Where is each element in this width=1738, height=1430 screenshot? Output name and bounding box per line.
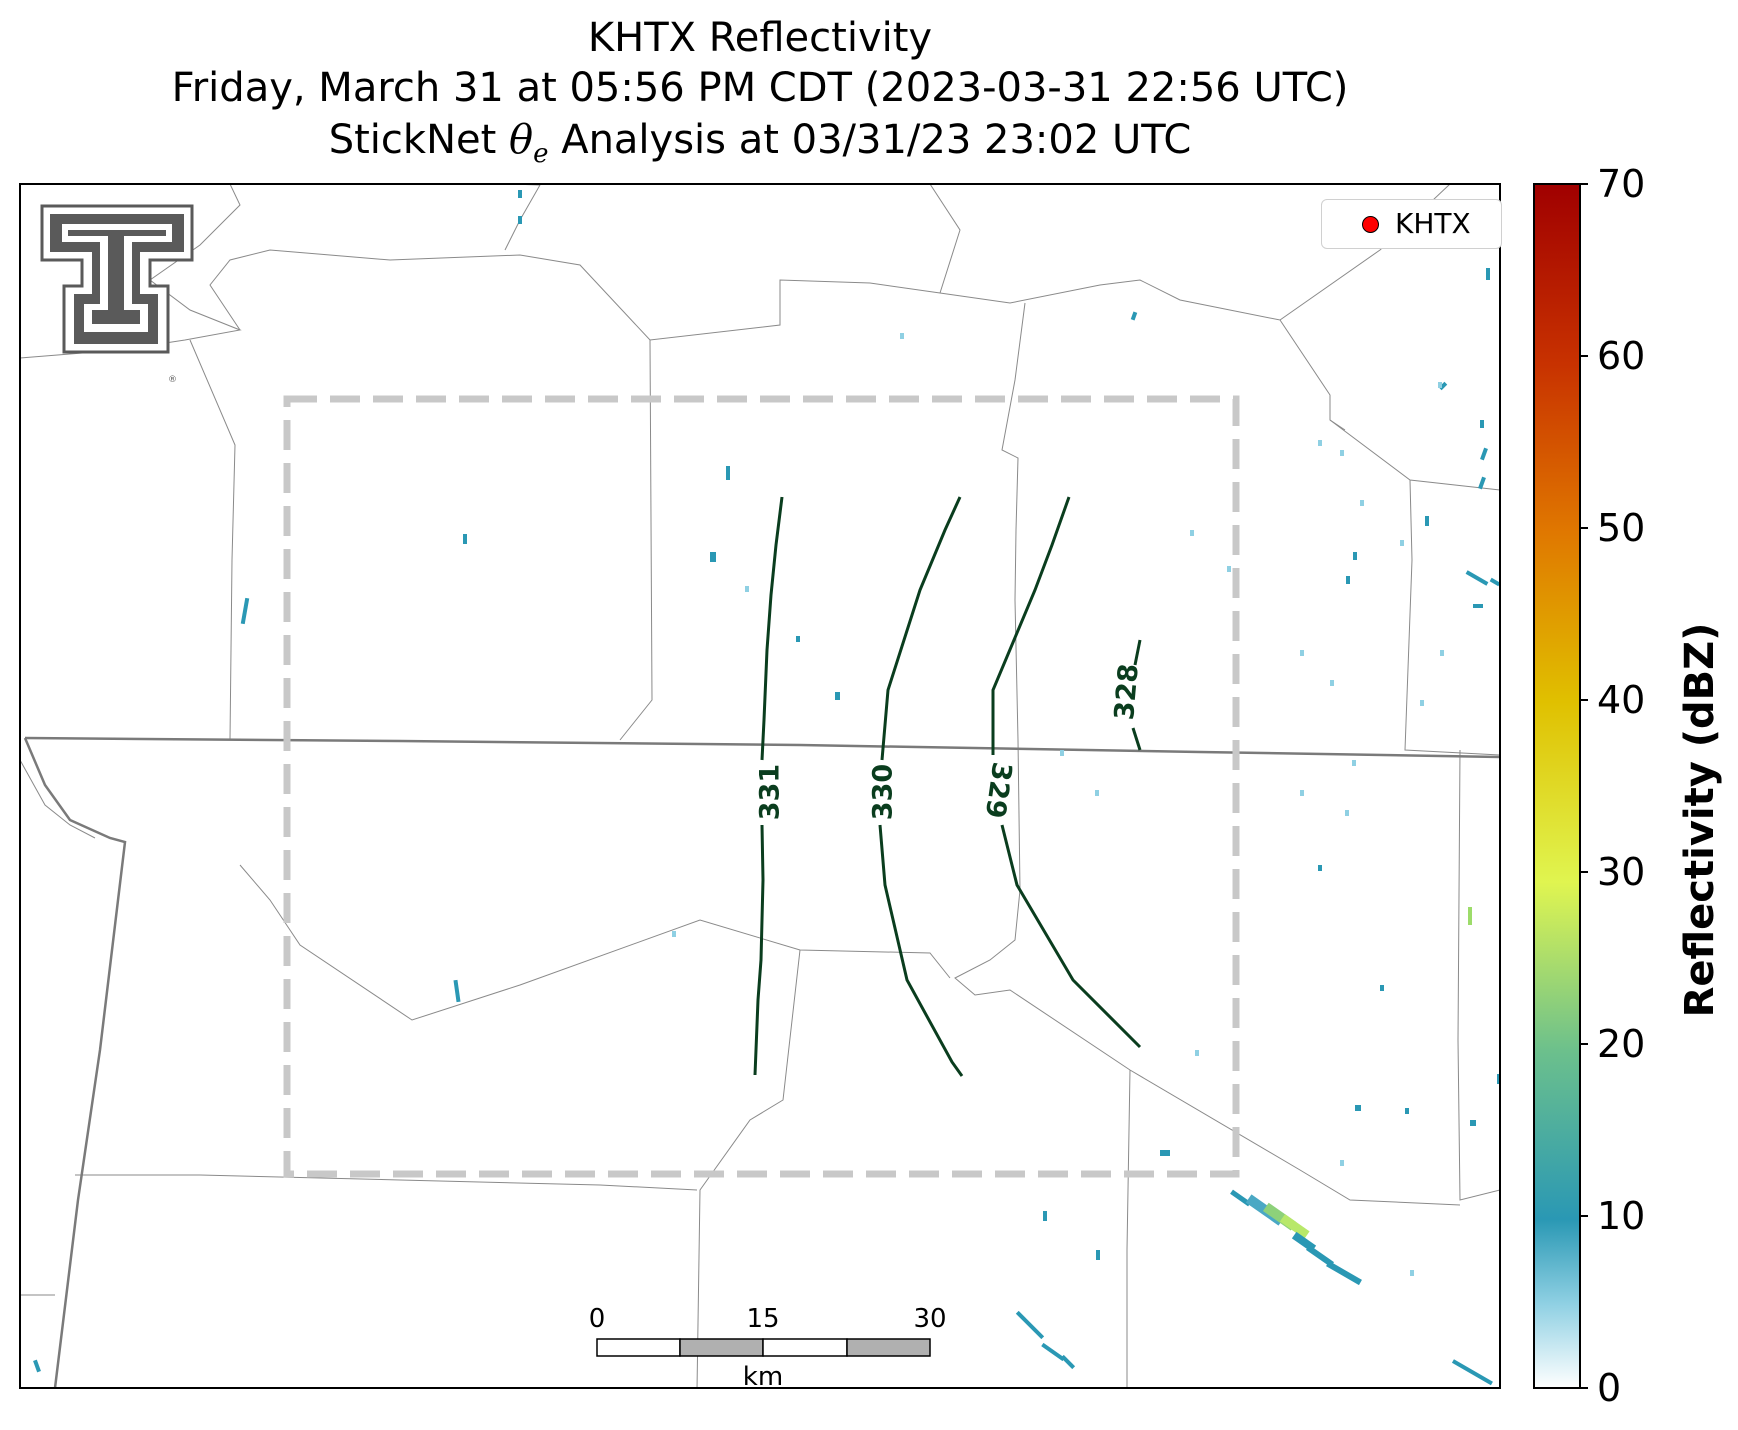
analysis-domain-box <box>283 395 1240 1178</box>
map-border <box>19 183 1501 1389</box>
contour-label-328: 328 <box>1109 662 1145 721</box>
title-line-2: Friday, March 31 at 05:56 PM CDT (2023-0… <box>171 65 1349 111</box>
contour-329-lower <box>1000 824 1142 1049</box>
contour-328-lower <box>1131 727 1142 751</box>
radar-marker-icon <box>1362 216 1379 233</box>
map-area <box>20 184 1500 1388</box>
colorbar-label: Reflectivity (dBZ) <box>1677 622 1723 1018</box>
county-boundaries <box>20 184 1500 1388</box>
contour-331-lower <box>753 824 765 1076</box>
state-boundary <box>23 736 1500 1388</box>
scale-unit: km <box>743 1362 783 1392</box>
title-line-1: KHTX Reflectivity <box>587 15 933 61</box>
legend: KHTX <box>1321 199 1502 249</box>
scale-tick-0: 0 <box>589 1304 606 1334</box>
contour-label-330: 330 <box>868 764 899 820</box>
scale-bar: 0 15 30 km <box>589 1304 947 1392</box>
scale-tick-30: 30 <box>913 1304 946 1334</box>
contour-328 <box>1133 639 1142 666</box>
contour-label-331: 331 <box>755 764 786 820</box>
title-line-3: StickNet θe Analysis at 03/31/23 23:02 U… <box>328 117 1192 169</box>
contour-329 <box>991 496 1071 755</box>
double-t-logo: ® <box>40 204 194 385</box>
contour-331 <box>760 496 784 761</box>
colorbar-tick-10: 10 <box>1597 1194 1646 1238</box>
colorbar-tick-60: 60 <box>1597 334 1646 378</box>
svg-text:®: ® <box>168 375 177 385</box>
colorbar-tick-20: 20 <box>1597 1022 1646 1066</box>
colorbar-tick-50: 50 <box>1597 506 1646 550</box>
scale-tick-15: 15 <box>746 1304 779 1334</box>
reflectivity-returns <box>33 190 1500 1386</box>
contour-330-lower <box>878 824 964 1077</box>
legend-label: KHTX <box>1395 207 1471 240</box>
colorbar <box>1533 183 1588 1389</box>
colorbar-tick-30: 30 <box>1597 850 1646 894</box>
colorbar-tick-0: 0 <box>1597 1366 1622 1410</box>
contour-330 <box>880 496 962 761</box>
theta-e-contours <box>753 496 1142 1077</box>
colorbar-tick-40: 40 <box>1597 678 1646 722</box>
colorbar-tick-70: 70 <box>1597 162 1646 206</box>
